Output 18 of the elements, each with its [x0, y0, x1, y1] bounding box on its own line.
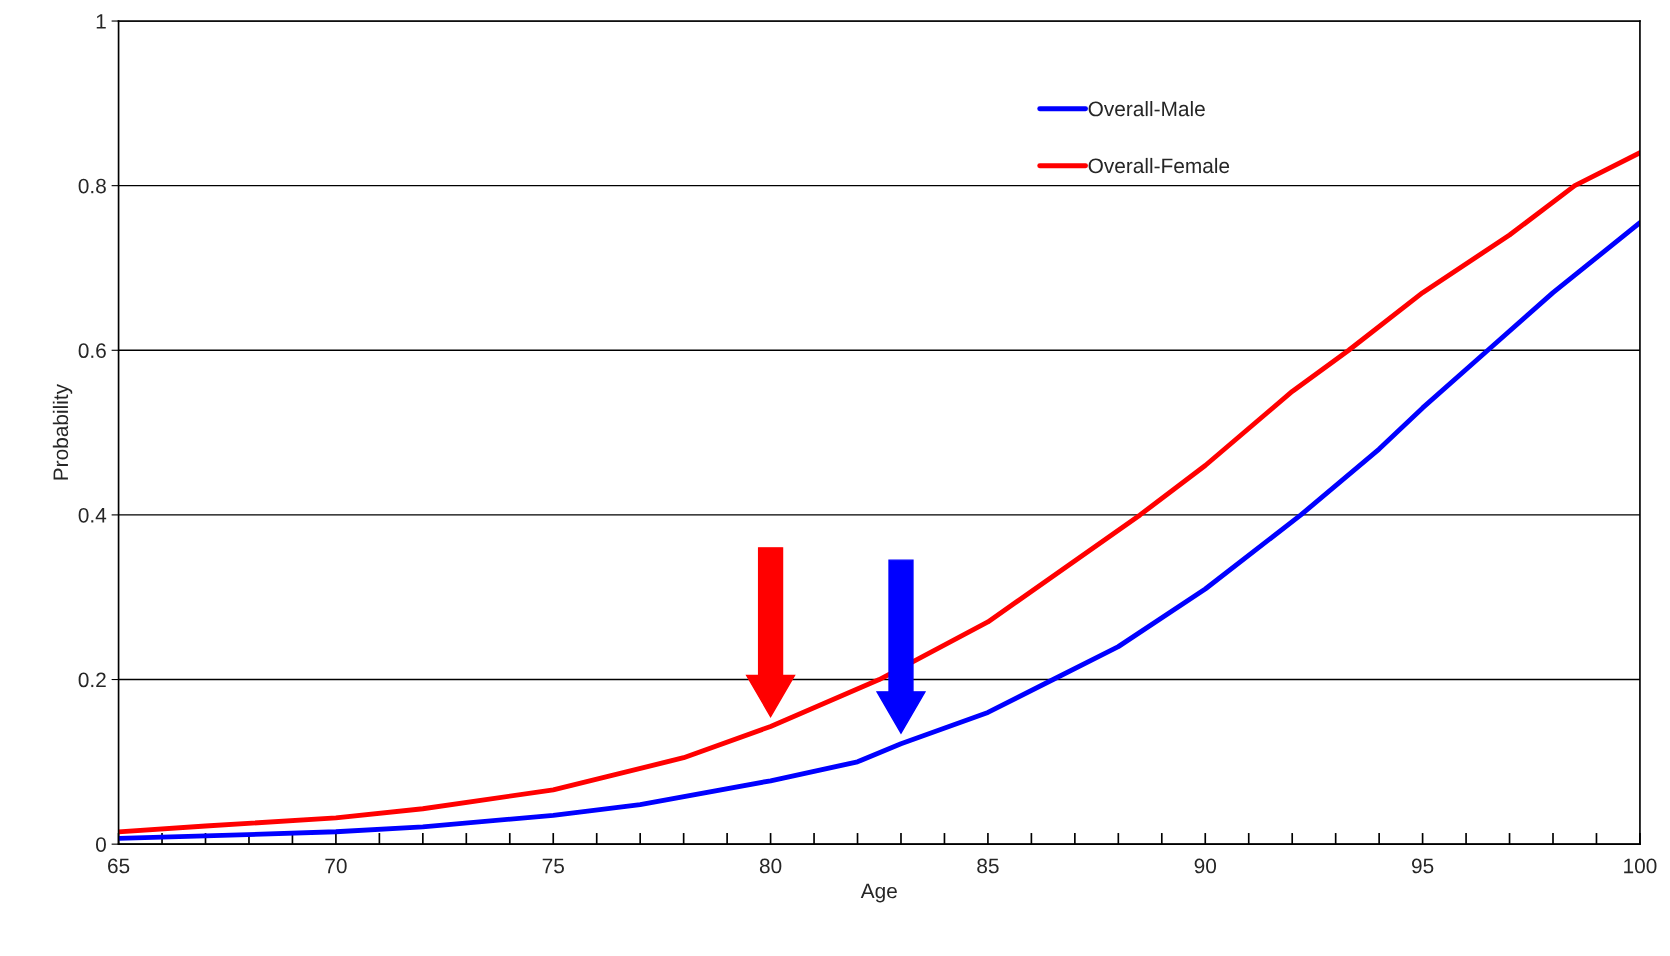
- y-tick-label: 1: [96, 14, 106, 29]
- legend-label: Overall-Female: [1088, 157, 1230, 174]
- legend-label: Overall-Male: [1088, 100, 1205, 117]
- x-tick-label: 75: [542, 858, 564, 874]
- y-axis-title: Probability: [52, 383, 73, 480]
- y-tick-label: 0: [95, 837, 106, 852]
- x-axis-title: Age: [860, 883, 897, 903]
- x-tick-label: 100: [1624, 858, 1657, 874]
- x-tick-label: 85: [977, 858, 999, 874]
- y-tick-label: 0.2: [78, 672, 106, 688]
- x-tick-label: 95: [1411, 858, 1434, 874]
- x-tick-label: 65: [108, 858, 130, 874]
- x-tick-label: 90: [1194, 858, 1217, 874]
- y-tick-label: 0.6: [78, 343, 106, 359]
- x-tick-label: 80: [759, 858, 782, 874]
- y-tick-label: 0.8: [78, 178, 106, 194]
- x-tick-label: 70: [325, 858, 347, 874]
- y-tick-label: 0.4: [78, 507, 107, 523]
